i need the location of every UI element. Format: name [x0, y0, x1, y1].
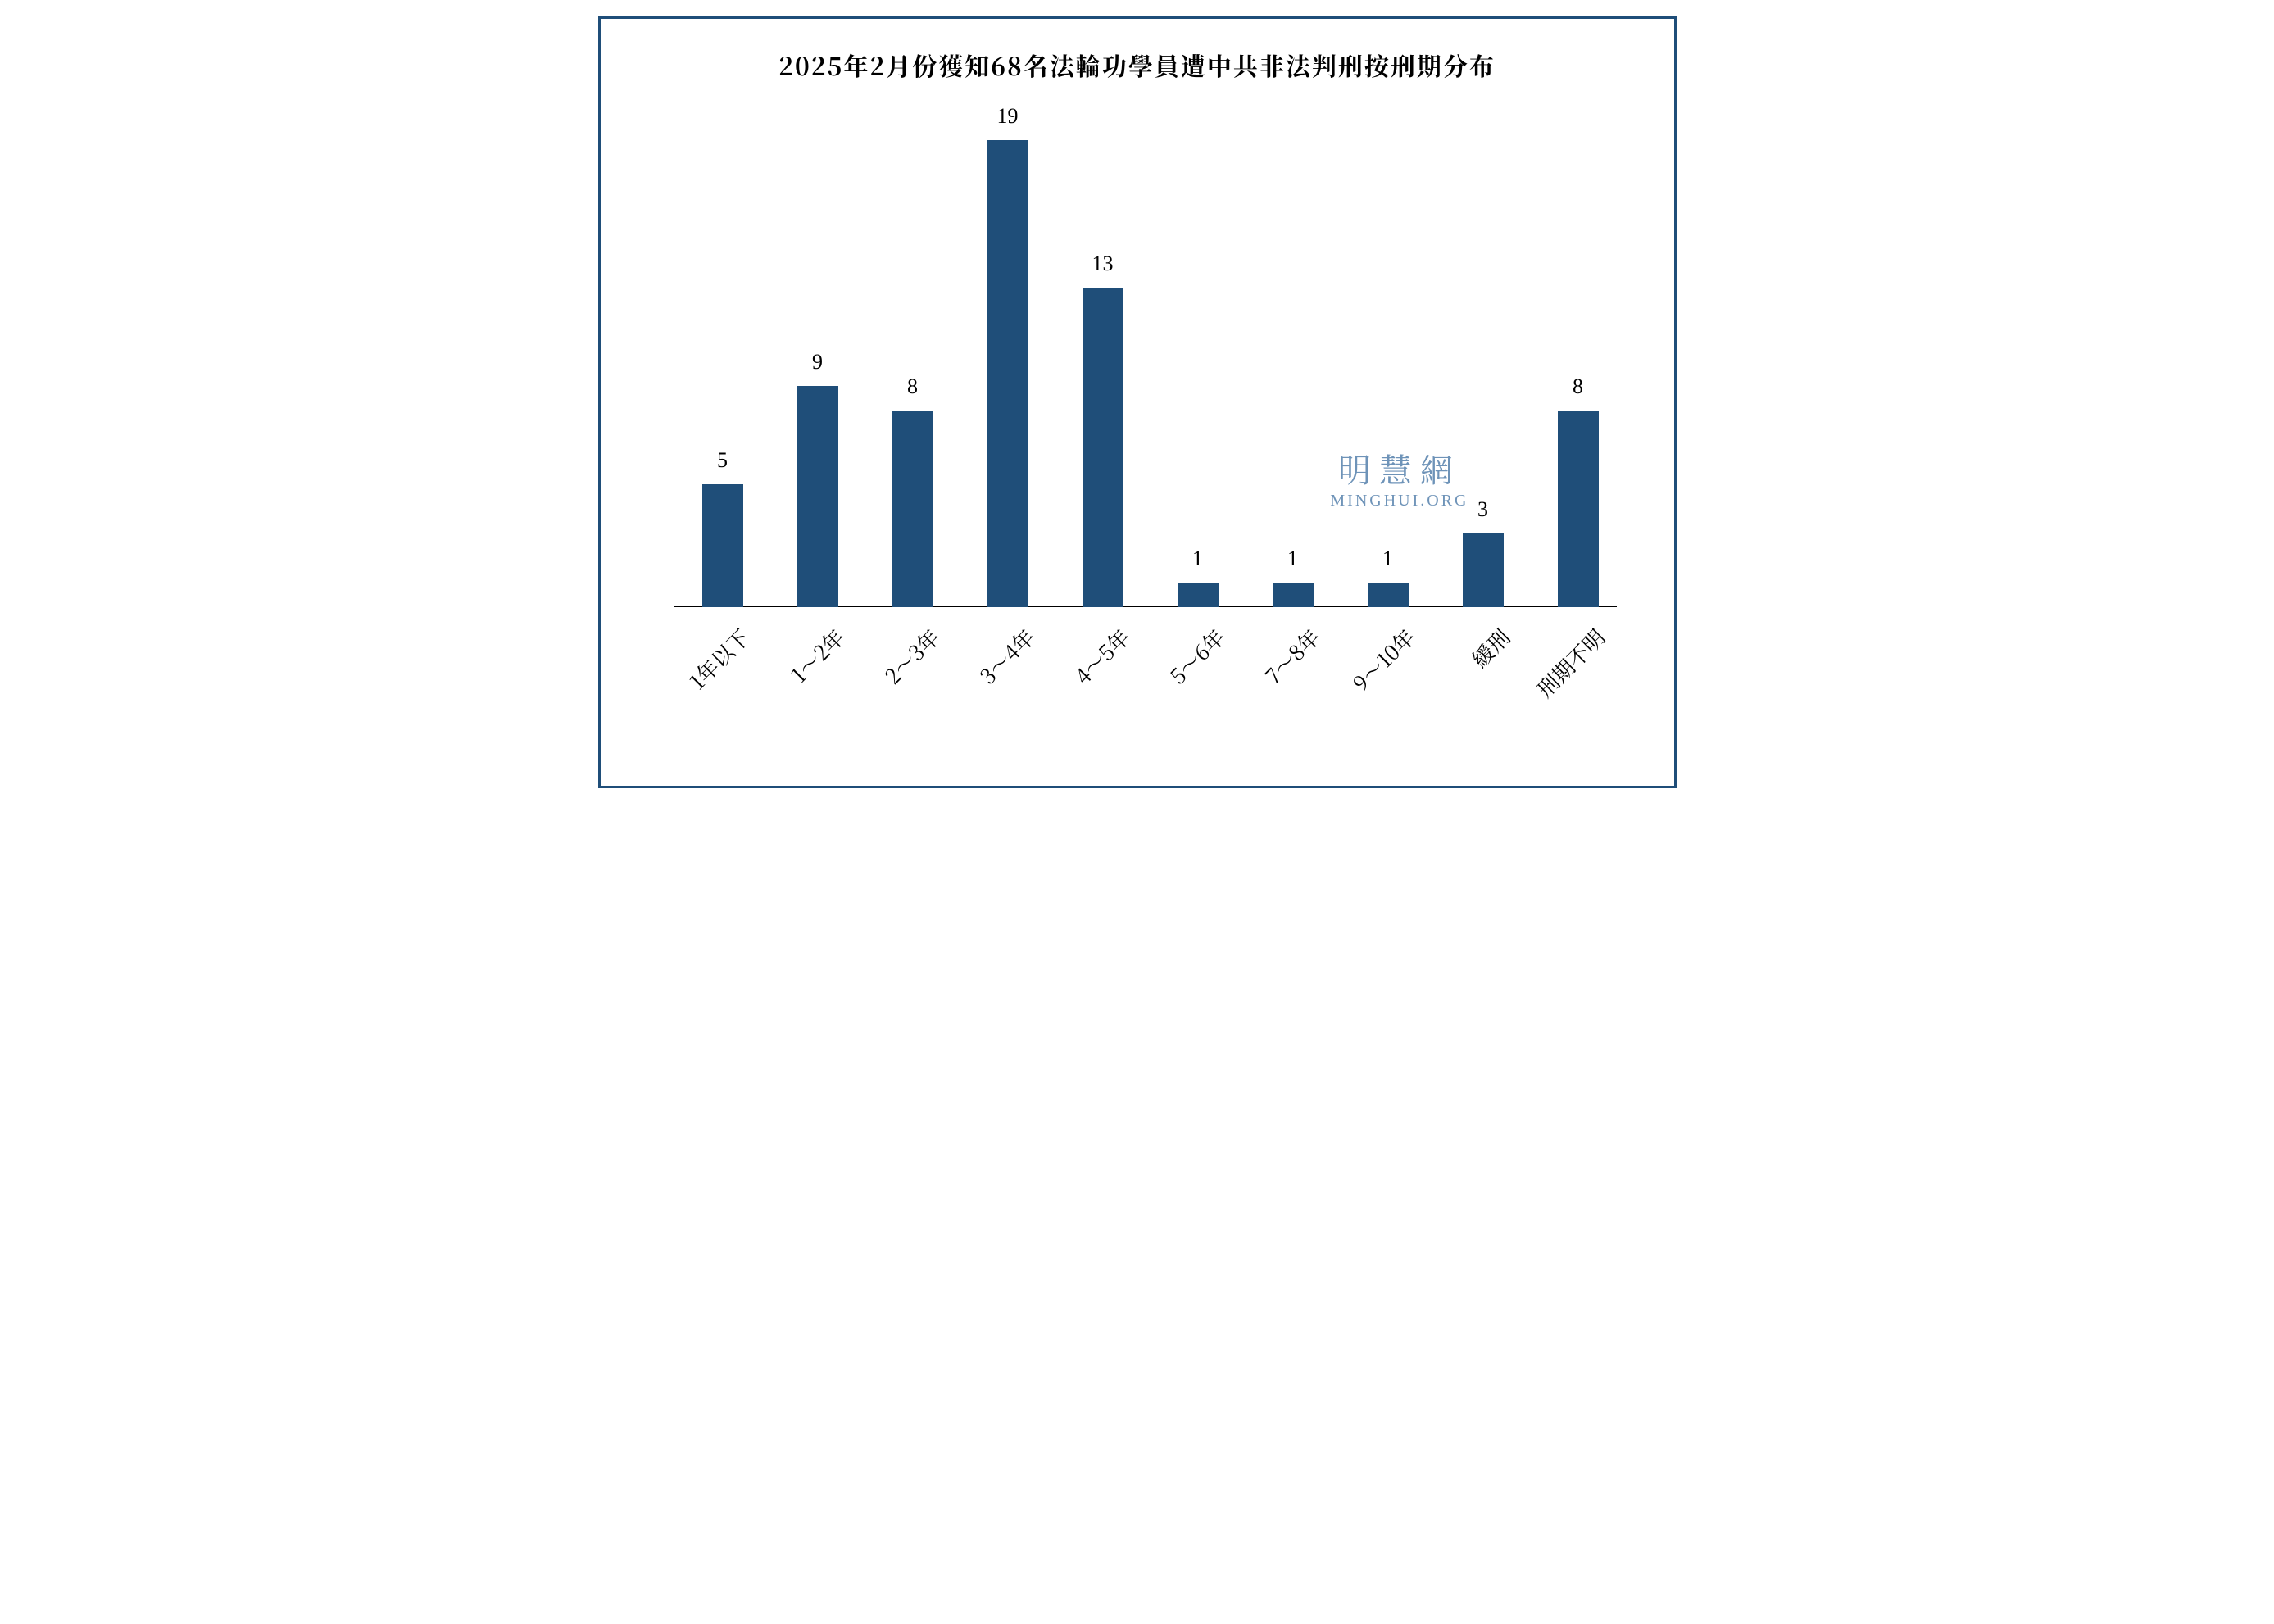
bar-value-label: 1 [1351, 547, 1425, 571]
bar-value-label: 9 [781, 350, 855, 374]
bar [702, 484, 743, 607]
chart-title: 2025年2月份獲知68名法輪功學員遭中共非法判刑按刑期分布 [601, 47, 1674, 83]
watermark-cn: 明慧網 [1330, 445, 1468, 492]
bar-value-label: 1 [1161, 547, 1235, 571]
plot-area: 明慧網 MINGHUI.ORG 598191311138 [674, 140, 1617, 607]
bar-value-label: 3 [1446, 497, 1520, 522]
bar [892, 411, 933, 607]
bar [1083, 288, 1123, 607]
bar [987, 140, 1028, 607]
bar-value-label: 8 [876, 374, 950, 399]
bar [1368, 583, 1409, 607]
bar-value-label: 13 [1066, 252, 1140, 276]
x-axis-labels: 1年以下1～2年2～3年3～4年4～5年5～6年7～8年9～10年緩刑刑期不明 [674, 607, 1617, 763]
bar-value-label: 1 [1256, 547, 1330, 571]
bar [1558, 411, 1599, 607]
bar [1178, 583, 1219, 607]
bar [1273, 583, 1314, 607]
bar [797, 386, 838, 607]
bar-value-label: 8 [1541, 374, 1615, 399]
bar-value-label: 5 [686, 448, 760, 473]
chart-frame: 2025年2月份獲知68名法輪功學員遭中共非法判刑按刑期分布 明慧網 MINGH… [598, 16, 1677, 788]
bar [1463, 533, 1504, 607]
bar-value-label: 19 [971, 104, 1045, 129]
